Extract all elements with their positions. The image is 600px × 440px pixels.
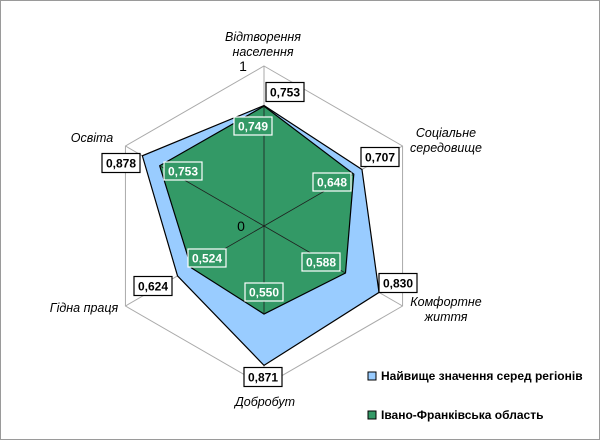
value-label-region-0-box [233, 116, 273, 136]
value-label-max-0-text: 0,753 [270, 85, 300, 99]
value-label-max-0-box [265, 81, 305, 103]
legend-item-ivano-frankivsk: Івано-Франківська область [367, 408, 543, 422]
value-label-region-5-text: 0,753 [168, 164, 198, 178]
axis-label-0: Відтворення населення [225, 30, 301, 59]
value-label-max-2-box [378, 272, 418, 294]
value-label-max-2-text: 0,830 [383, 276, 413, 290]
value-label-max-4-box [133, 275, 173, 297]
axis-label-3: Добробут [233, 395, 295, 409]
axis-label-5: Освіта [71, 131, 114, 145]
value-label-region-3: 0,550 [244, 282, 284, 302]
legend: Найвище значення серед регіонів Івано-Фр… [367, 369, 583, 422]
value-label-region-2-text: 0,588 [306, 255, 336, 269]
legend-label-ivano-frankivsk: Івано-Франківська область [381, 408, 543, 422]
value-label-max-3-box [243, 366, 283, 388]
labels-layer: Відтворення населення Соціальне середовище К… [50, 30, 482, 409]
legend-label-max-region: Найвище значення серед регіонів [381, 369, 583, 383]
value-label-max-5: 0,878 [101, 152, 141, 174]
value-label-max-3: 0,871 [243, 366, 283, 388]
value-label-region-4-box [187, 248, 227, 268]
tick-label-1: 1 [239, 58, 247, 74]
axis-label-4: Гідна праця [50, 301, 119, 315]
value-label-region-2: 0,588 [301, 252, 341, 272]
value-label-max-5-box [101, 152, 141, 174]
axis-label-1: Соціальне середовище [410, 126, 482, 155]
value-label-region-0: 0,749 [233, 116, 273, 136]
value-label-region-5: 0,753 [163, 161, 203, 181]
value-label-max-1-box [360, 146, 400, 168]
axis-label-2: Комфортне життя [410, 295, 482, 324]
value-label-max-2: 0,830 [378, 272, 418, 294]
value-label-max-0: 0,753 [265, 81, 305, 103]
value-label-region-5-box [163, 161, 203, 181]
value-label-region-2-box [301, 252, 341, 272]
legend-swatch-ivano-frankivsk [367, 410, 377, 420]
value-label-max-4-text: 0,624 [138, 279, 168, 293]
value-label-max-5-text: 0,878 [106, 156, 136, 170]
value-label-max-4: 0,624 [133, 275, 173, 297]
value-label-max-3-text: 0,871 [248, 370, 278, 384]
value-label-region-3-box [244, 282, 284, 302]
value-label-max-1: 0,707 [360, 146, 400, 168]
tick-label-0: 0 [237, 218, 245, 234]
value-label-region-0-text: 0,749 [238, 119, 268, 133]
value-label-region-3-text: 0,550 [249, 285, 279, 299]
value-label-region-1: 0,648 [312, 172, 352, 192]
legend-swatch-max-region [367, 371, 377, 381]
value-label-region-4-text: 0,524 [192, 251, 222, 265]
legend-item-max-region: Найвище значення серед регіонів [367, 369, 583, 383]
value-label-max-1-text: 0,707 [365, 150, 395, 164]
value-label-region-1-box [312, 172, 352, 192]
value-label-region-4: 0,524 [187, 248, 227, 268]
series-layer [141, 104, 380, 367]
value-label-region-1-text: 0,648 [317, 175, 347, 189]
